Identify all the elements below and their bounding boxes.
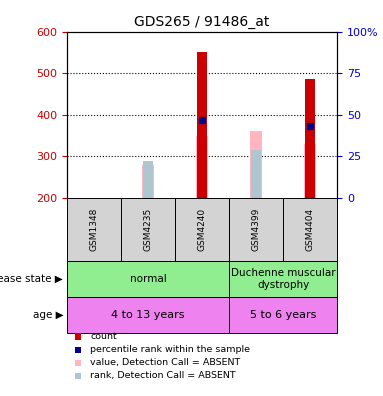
Text: percentile rank within the sample: percentile rank within the sample	[90, 345, 250, 354]
Text: disease state ▶: disease state ▶	[0, 274, 63, 284]
Text: value, Detection Call = ABSENT: value, Detection Call = ABSENT	[90, 358, 240, 367]
Bar	[283, 198, 337, 261]
Title: GDS265 / 91486_at: GDS265 / 91486_at	[134, 15, 270, 29]
Bar	[250, 131, 262, 198]
Bar	[143, 161, 153, 198]
Bar	[197, 52, 207, 198]
Text: GSM4235: GSM4235	[144, 208, 152, 251]
Text: normal: normal	[130, 274, 166, 284]
Bar	[304, 144, 316, 198]
Bar	[251, 150, 261, 198]
Bar	[142, 165, 154, 198]
Bar	[175, 198, 229, 261]
Text: age ▶: age ▶	[33, 310, 63, 320]
Text: GSM4404: GSM4404	[306, 208, 314, 251]
Bar	[67, 261, 229, 297]
Bar	[229, 198, 283, 261]
Bar	[67, 297, 229, 333]
Text: 5 to 6 years: 5 to 6 years	[250, 310, 316, 320]
Text: rank, Detection Call = ABSENT: rank, Detection Call = ABSENT	[90, 371, 236, 380]
Bar	[67, 198, 121, 261]
Bar	[229, 297, 337, 333]
Bar	[305, 80, 315, 198]
Bar	[229, 261, 337, 297]
Text: 4 to 13 years: 4 to 13 years	[111, 310, 185, 320]
Text: GSM1348: GSM1348	[90, 208, 98, 251]
Bar	[196, 135, 208, 198]
Text: GSM4240: GSM4240	[198, 208, 206, 251]
Text: Duchenne muscular
dystrophy: Duchenne muscular dystrophy	[231, 268, 336, 290]
Bar	[121, 198, 175, 261]
Text: count: count	[90, 332, 117, 341]
Text: GSM4399: GSM4399	[252, 208, 260, 251]
